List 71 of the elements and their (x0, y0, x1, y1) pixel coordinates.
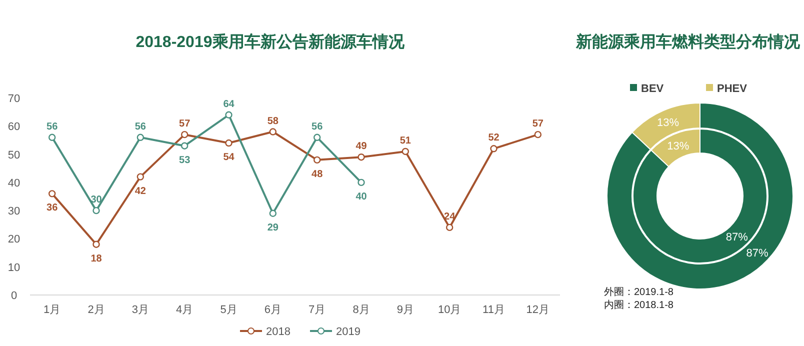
y-tick-label: 70 (8, 93, 20, 105)
data-label: 64 (223, 98, 235, 110)
data-label: 56 (312, 121, 324, 132)
legend-label: 2018 (266, 326, 290, 338)
x-tick-label: 11月 (482, 304, 505, 316)
point (402, 148, 410, 156)
point (48, 134, 56, 141)
data-label: 48 (312, 168, 324, 180)
data-label: 57 (532, 118, 544, 130)
point (225, 111, 232, 118)
legend-label: PHEV (717, 83, 748, 95)
data-label: 87% (726, 232, 748, 244)
data-label: 40 (356, 191, 368, 202)
point (534, 130, 542, 138)
x-tick-label: 2月 (88, 304, 105, 316)
point (136, 134, 144, 141)
point (446, 224, 454, 232)
legend-label: BEV (641, 83, 664, 95)
x-tick-label: 7月 (308, 304, 326, 316)
point (269, 210, 277, 217)
data-label: 53 (179, 154, 191, 166)
x-tick-label: 3月 (132, 304, 149, 316)
point (180, 130, 188, 138)
y-tick-label: 30 (8, 206, 20, 218)
x-tick-label: 5月 (220, 304, 238, 316)
point (269, 128, 277, 136)
point (136, 173, 144, 180)
chart-title: 新能源乘用车燃料类型分布情况 (575, 33, 801, 51)
data-label: 56 (46, 121, 58, 132)
y-tick-label: 10 (8, 262, 20, 274)
data-label: 52 (488, 132, 500, 144)
point (92, 240, 100, 248)
text: 内圈：2018.1-8 (604, 299, 674, 311)
x-tick-label: 12月 (526, 304, 550, 316)
chart-title: 2018-2019乘用车新公告新能源车情况 (136, 33, 406, 51)
point (180, 142, 188, 150)
x-tick-label: 4月 (176, 304, 194, 316)
y-tick-label: 20 (8, 234, 20, 246)
data-label: 18 (90, 253, 102, 264)
point (313, 156, 321, 164)
point (358, 154, 365, 161)
data-label: 54 (223, 152, 235, 164)
data-label: 13% (667, 140, 690, 153)
legend-label: 2019 (336, 326, 360, 338)
x-tick-label: 1月 (44, 304, 61, 316)
point (48, 190, 56, 198)
point (358, 178, 365, 186)
point (313, 134, 321, 141)
data-label: 56 (134, 121, 146, 132)
y-tick-label: 0 (10, 290, 18, 302)
data-label: 30 (90, 194, 102, 206)
text: 外圈：2019.1-8 (604, 287, 674, 298)
data-label: 57 (179, 118, 191, 130)
x-tick-label: 9月 (396, 304, 414, 316)
point (92, 206, 100, 214)
data-label: 29 (267, 222, 279, 234)
y-tick-label: 60 (8, 121, 20, 134)
data-label: 51 (400, 135, 412, 146)
y-tick-label: 40 (8, 177, 20, 190)
data-label: 49 (356, 141, 368, 152)
x-tick-label: 10月 (438, 304, 462, 316)
data-label: 58 (267, 116, 279, 127)
y-tick-label: 50 (8, 149, 20, 162)
data-label: 42 (134, 186, 146, 197)
x-tick-label: 8月 (352, 304, 370, 316)
data-label: 36 (46, 202, 58, 214)
point (225, 139, 232, 147)
data-label: 13% (657, 117, 680, 130)
point (490, 145, 498, 152)
data-label: 87% (746, 248, 768, 260)
x-tick-label: 6月 (264, 304, 282, 316)
